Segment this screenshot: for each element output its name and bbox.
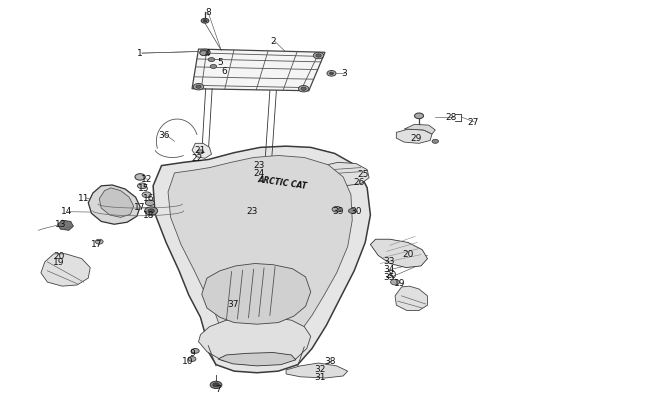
Circle shape [316,55,321,58]
Text: 32: 32 [314,364,326,373]
Circle shape [348,209,356,214]
Polygon shape [58,221,73,231]
Circle shape [188,357,196,362]
Text: 21: 21 [195,145,206,155]
Circle shape [298,86,309,93]
Text: 17: 17 [135,202,146,211]
Text: 27: 27 [467,117,478,126]
Polygon shape [235,207,259,222]
Text: 34: 34 [383,264,395,274]
Polygon shape [395,286,428,311]
Polygon shape [286,363,348,378]
Circle shape [196,86,201,89]
Polygon shape [88,185,140,225]
Polygon shape [202,264,311,324]
Circle shape [146,200,155,206]
Text: 23: 23 [246,207,258,216]
Polygon shape [168,156,352,354]
Circle shape [327,71,336,77]
Text: 7: 7 [215,384,221,393]
Text: 9: 9 [189,348,195,357]
Text: 30: 30 [350,207,362,216]
Circle shape [208,58,214,62]
Circle shape [200,51,207,56]
Polygon shape [99,188,134,218]
Circle shape [432,140,439,144]
Circle shape [200,50,210,56]
Polygon shape [396,130,432,144]
Text: 19: 19 [394,278,406,287]
Circle shape [96,240,103,245]
Circle shape [135,174,146,181]
Circle shape [191,349,199,354]
Circle shape [213,383,219,387]
Text: ARCTIC CAT: ARCTIC CAT [257,175,308,190]
Circle shape [330,73,333,75]
Text: 5: 5 [217,58,223,66]
Text: 20: 20 [385,271,397,279]
Polygon shape [370,240,428,268]
Text: 22: 22 [191,153,202,162]
Text: 31: 31 [314,372,326,382]
Text: 18: 18 [143,211,154,220]
Circle shape [142,192,151,198]
Text: 20: 20 [402,249,413,259]
Text: 4: 4 [204,49,210,58]
Polygon shape [41,254,90,286]
Text: 15: 15 [138,184,149,193]
Text: 33: 33 [383,256,395,266]
Circle shape [415,114,424,119]
Text: 29: 29 [410,133,421,143]
Circle shape [145,207,158,215]
Text: 35: 35 [383,273,395,281]
Text: 14: 14 [61,207,73,216]
Circle shape [301,88,306,91]
Circle shape [391,279,400,285]
Circle shape [148,209,155,213]
Polygon shape [324,163,369,186]
Text: 25: 25 [357,170,369,179]
Text: 19: 19 [53,258,65,267]
Text: 13: 13 [55,219,67,228]
Text: 36: 36 [159,130,170,139]
Polygon shape [153,147,370,373]
Polygon shape [192,50,325,92]
Text: 10: 10 [182,356,193,365]
Text: 3: 3 [342,69,347,78]
Text: 12: 12 [141,175,152,183]
Text: 20: 20 [53,251,65,260]
Polygon shape [242,163,266,184]
Text: 6: 6 [222,67,227,76]
Text: 24: 24 [254,169,265,178]
Text: 39: 39 [332,206,344,215]
Polygon shape [198,318,311,365]
Circle shape [138,183,147,189]
Circle shape [210,381,222,388]
Text: 28: 28 [446,113,457,121]
Text: 26: 26 [353,178,365,187]
Circle shape [193,84,203,91]
Text: 2: 2 [270,36,276,45]
Circle shape [203,21,207,23]
Text: 37: 37 [227,300,239,309]
Circle shape [201,19,209,24]
Text: 11: 11 [78,194,90,203]
Circle shape [197,150,203,154]
Text: 8: 8 [205,9,211,17]
Circle shape [332,207,341,213]
Polygon shape [404,125,436,135]
Circle shape [313,53,324,60]
Polygon shape [192,144,211,159]
Circle shape [210,65,216,69]
Text: 1: 1 [137,49,143,58]
Text: 23: 23 [253,161,265,170]
Text: 16: 16 [143,193,154,202]
Text: 38: 38 [324,356,336,365]
Text: 17: 17 [91,239,103,248]
Polygon shape [218,353,296,366]
Circle shape [202,51,207,55]
